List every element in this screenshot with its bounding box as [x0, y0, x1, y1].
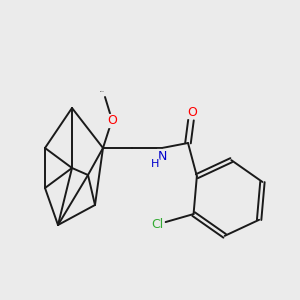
Text: O: O — [187, 106, 197, 118]
Text: N: N — [157, 149, 167, 163]
Text: Cl: Cl — [152, 218, 164, 231]
Text: H: H — [151, 159, 159, 169]
Text: O: O — [107, 115, 117, 128]
Text: methyl: methyl — [100, 90, 104, 92]
